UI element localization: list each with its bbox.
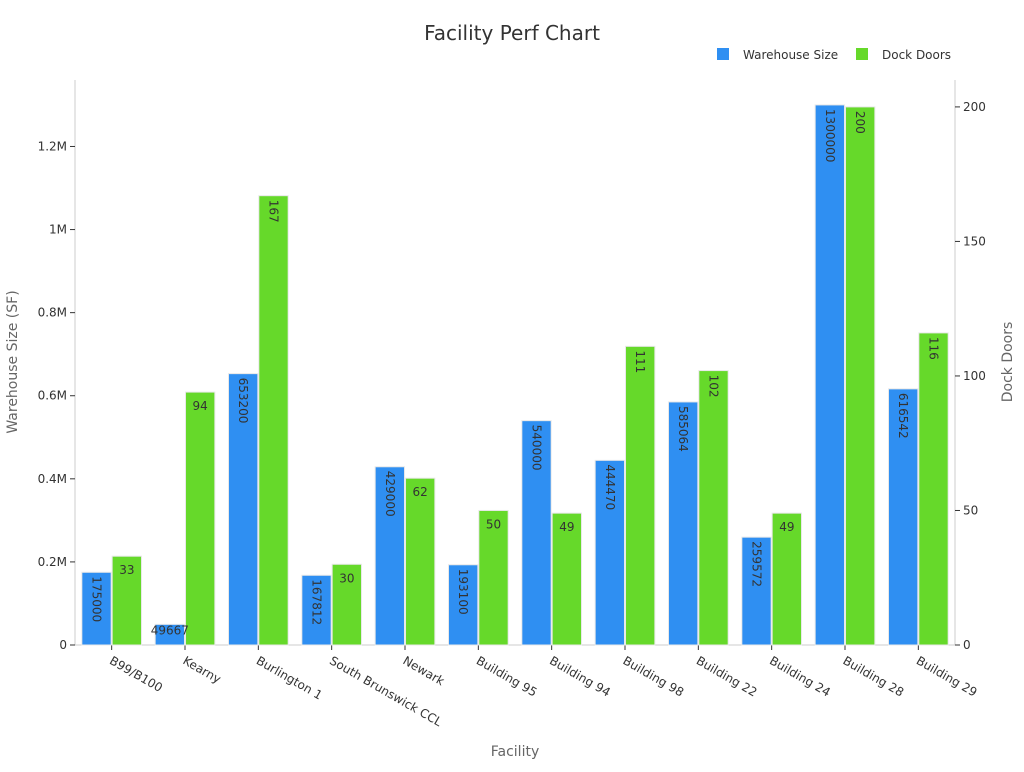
bar-dock-doors-newark xyxy=(405,477,436,646)
y2-tick-label: 50 xyxy=(963,503,978,517)
bar-dock-doors-building-29 xyxy=(918,332,949,646)
bar-warehouse-size-building-98 xyxy=(594,459,626,646)
y2-tick-label: 150 xyxy=(963,234,986,248)
bar-label-warehouse-size-b99-b100: 175000 xyxy=(90,576,104,622)
bar-warehouse-size-building-22 xyxy=(668,401,699,646)
bar-label-warehouse-size-building-22: 585064 xyxy=(676,406,690,452)
bar-label-dock-doors-b99-b100: 33 xyxy=(119,563,134,577)
bar-label-warehouse-size-kearny: 49667 xyxy=(151,623,189,637)
bar-warehouse-size-south-brunswick-ccl xyxy=(301,574,332,646)
bar-warehouse-size-building-28 xyxy=(814,104,846,646)
legend: Warehouse Size Dock Doors xyxy=(717,48,951,62)
bar-label-warehouse-size-south-brunswick-ccl: 167812 xyxy=(310,579,324,625)
y-tick-label: 0.2M xyxy=(38,555,67,569)
x-tick-label-building-28: Building 28 xyxy=(841,653,907,699)
x-tick-label-kearny: Kearny xyxy=(181,653,224,686)
bar-label-warehouse-size-newark: 429000 xyxy=(383,471,397,517)
legend-swatch-warehouse-size xyxy=(717,48,729,60)
x-tick-label-building-95: Building 95 xyxy=(474,653,540,699)
x-tick-label-building-98: Building 98 xyxy=(621,653,687,699)
bars xyxy=(81,104,949,646)
legend-label-warehouse-size: Warehouse Size xyxy=(743,48,838,62)
bar-warehouse-size-building-24 xyxy=(741,536,772,646)
bar-label-dock-doors-building-28: 200 xyxy=(853,111,867,134)
legend-swatch-dock-doors xyxy=(856,48,868,60)
bar-dock-doors-building-95 xyxy=(478,509,509,646)
bar-dock-doors-building-22 xyxy=(698,370,729,646)
x-tick-label-building-24: Building 24 xyxy=(767,653,833,699)
bar-label-dock-doors-south-brunswick-ccl: 30 xyxy=(339,571,354,585)
bar-warehouse-size-kearny xyxy=(154,623,186,646)
bar-warehouse-size-burlington-1 xyxy=(228,373,259,646)
x-tick-label-building-22: Building 22 xyxy=(694,653,760,699)
x-tick-label-newark: Newark xyxy=(401,653,447,688)
bar-label-dock-doors-building-95: 50 xyxy=(486,517,501,531)
x-tick-label-building-29: Building 29 xyxy=(914,653,980,699)
bar-dock-doors-building-28 xyxy=(845,106,876,646)
bar-label-warehouse-size-building-95: 193100 xyxy=(456,569,470,615)
bar-warehouse-size-b99-b100 xyxy=(81,571,112,646)
bar-warehouse-size-building-29 xyxy=(888,388,919,646)
y-tick-label: 1.2M xyxy=(38,139,67,153)
x-tick-label-building-94: Building 94 xyxy=(547,653,613,699)
bar-label-dock-doors-building-24: 49 xyxy=(779,520,794,534)
x-tick-label-burlington-1: Burlington 1 xyxy=(254,653,325,702)
y-tick-label: 0.6M xyxy=(38,389,67,403)
bar-dock-doors-south-brunswick-ccl xyxy=(331,563,362,646)
y-tick-label: 0.8M xyxy=(38,306,67,320)
y-tick-label: 0 xyxy=(59,638,67,652)
bar-warehouse-size-building-95 xyxy=(448,564,479,646)
bar-dock-doors-burlington-1 xyxy=(258,195,289,646)
y2-axis-title: Dock Doors xyxy=(1000,322,1016,403)
bar-label-warehouse-size-building-29: 616542 xyxy=(896,393,910,439)
bar-label-warehouse-size-building-24: 259572 xyxy=(750,541,764,587)
bar-label-warehouse-size-burlington-1: 653200 xyxy=(236,378,250,424)
y2-tick-label: 100 xyxy=(963,369,986,383)
bar-label-dock-doors-kearny: 94 xyxy=(193,399,208,413)
y2-tick-label: 200 xyxy=(963,100,986,114)
bar-label-warehouse-size-building-94: 540000 xyxy=(530,425,544,471)
bar-label-warehouse-size-building-28: 1300000 xyxy=(823,109,837,162)
bar-label-dock-doors-building-94: 49 xyxy=(559,520,574,534)
bar-labels: 175000 33 49667 94 653200 167 167812 30 429000 62… xyxy=(90,109,941,637)
bar-dock-doors-kearny xyxy=(185,391,216,646)
legend-label-dock-doors: Dock Doors xyxy=(882,48,951,62)
chart-title: Facility Perf Chart xyxy=(424,21,600,45)
y-tick-label: 1M xyxy=(49,223,67,237)
x-axis-title: Facility xyxy=(491,744,540,760)
bar-warehouse-size-newark xyxy=(374,466,405,646)
bar-dock-doors-building-94 xyxy=(551,512,583,646)
x-tick-label-b99-b100: B99/B100 xyxy=(107,653,165,694)
bar-label-dock-doors-burlington-1: 167 xyxy=(267,200,281,223)
y-tick-label: 0.4M xyxy=(38,472,67,486)
bar-label-dock-doors-building-29: 116 xyxy=(927,337,941,360)
bar-label-dock-doors-newark: 62 xyxy=(413,485,428,499)
y-axis-title: Warehouse Size (SF) xyxy=(5,290,21,433)
bar-dock-doors-building-98 xyxy=(625,345,656,646)
bar-warehouse-size-building-94 xyxy=(521,420,552,646)
bar-dock-doors-b99-b100 xyxy=(111,555,142,646)
bar-label-dock-doors-building-22: 102 xyxy=(707,375,721,398)
bar-dock-doors-building-24 xyxy=(771,512,803,646)
y2-tick-label: 0 xyxy=(963,638,971,652)
bar-label-dock-doors-building-98: 111 xyxy=(633,350,647,373)
bar-label-warehouse-size-building-98: 444470 xyxy=(603,464,617,510)
